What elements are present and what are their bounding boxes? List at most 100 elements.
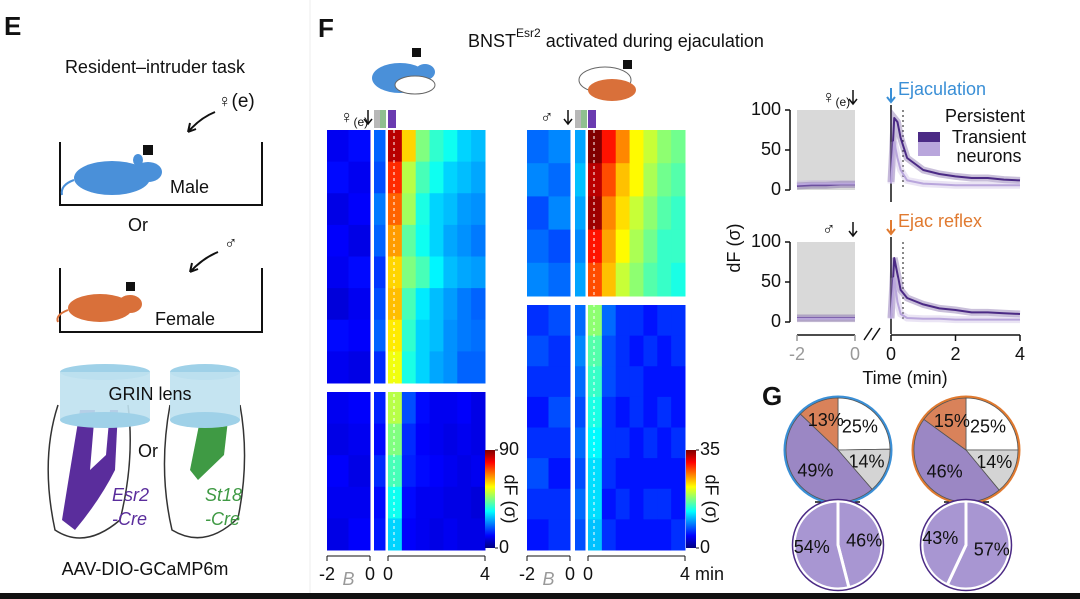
- heatmap-cell: [575, 488, 586, 520]
- heatmap-cell: [374, 423, 386, 456]
- heatmap-cell: [401, 224, 417, 257]
- heatmap-cell: [374, 224, 386, 257]
- heatmap-cell: [643, 366, 658, 398]
- heatmap-cell: [348, 193, 371, 226]
- x-tick-label: 0: [850, 344, 860, 364]
- heatmap-cell: [401, 486, 417, 519]
- pie-label: 46%: [846, 530, 882, 550]
- heatmap-cell: [415, 224, 431, 257]
- or-label: Or: [138, 441, 158, 461]
- heatmap-cell: [457, 193, 472, 226]
- trace-line: [796, 182, 855, 186]
- heatmap-cell: [588, 229, 603, 264]
- heatmap-cell: [575, 196, 586, 231]
- heatmap-cell: [588, 519, 603, 551]
- heatmap-cell: [548, 366, 571, 398]
- heatmap-cell: [615, 366, 631, 398]
- heatmap-cell: [443, 256, 458, 289]
- pie-slice: [920, 499, 968, 587]
- heatmap-cell: [429, 423, 444, 456]
- female-symbol: ♀(e): [218, 91, 255, 112]
- heatmap-cell: [401, 319, 417, 352]
- heatmap-cell: [388, 518, 403, 551]
- heatmap-cell: [548, 519, 571, 551]
- task-title: Resident–intruder task: [65, 57, 246, 77]
- heatmap-cell: [327, 351, 349, 384]
- heatmap-cell: [374, 455, 386, 488]
- heatmap-cell: [629, 262, 644, 297]
- heatmap-cell: [388, 455, 403, 488]
- heatmap-cell: [471, 392, 486, 425]
- heatmap-cell: [527, 396, 549, 428]
- heatmap-cell: [588, 366, 603, 398]
- trace-line: [890, 277, 1020, 321]
- male-symbol: ♂: [224, 233, 238, 253]
- heatmap-cell: [443, 193, 458, 226]
- event-arrow: [886, 220, 896, 236]
- cre-label: -Cre: [205, 509, 240, 529]
- st18-label: St18: [205, 485, 242, 505]
- heatmap-cell: [615, 396, 631, 428]
- heatmap-cell: [457, 288, 472, 321]
- heatmap-cell: [457, 351, 472, 384]
- heatmap-cell: [429, 486, 444, 519]
- heatmap-cell: [575, 335, 586, 367]
- heatmap-cell: [601, 163, 617, 197]
- trace-line: [890, 117, 1021, 183]
- colorbar-tick-label: 35: [700, 439, 720, 459]
- heatmap-cell: [374, 193, 386, 226]
- heatmap-cell: [601, 335, 617, 367]
- heatmap-cell: [601, 130, 617, 164]
- heatmap-cell: [601, 458, 617, 490]
- heatmap-cell: [601, 305, 617, 337]
- cue-symbol: ♀(e): [340, 107, 368, 129]
- male-label: Male: [170, 177, 209, 197]
- heatmap-cell: [643, 130, 658, 164]
- heatmap-cell: [388, 193, 403, 226]
- heatmap-cell: [388, 351, 403, 384]
- heatmap-cell: [615, 130, 631, 164]
- heatmap-cell: [671, 163, 686, 197]
- heatmap-cell: [588, 305, 603, 337]
- legend-entry: Transient neurons: [951, 128, 1027, 166]
- heatmap-cell: [588, 335, 603, 367]
- heatmap-cell: [671, 130, 686, 164]
- heatmap-cell: [348, 319, 371, 352]
- x-tick-label: 0: [565, 564, 575, 584]
- heatmap-cell: [657, 458, 672, 490]
- title-rest: activated during ejaculation: [541, 31, 764, 51]
- heatmap-cell: [374, 392, 386, 425]
- baseline-label: B: [542, 569, 554, 589]
- pie-label: 46%: [927, 461, 963, 481]
- heatmap-cell: [327, 392, 349, 425]
- heatmap-cell: [415, 392, 431, 425]
- panel-letter: E: [4, 11, 21, 41]
- heatmap-cell: [327, 423, 349, 456]
- heatmap-cell: [443, 423, 458, 456]
- heatmap-cell: [457, 319, 472, 352]
- heatmap-cell: [601, 519, 617, 551]
- heatmap-cell: [548, 335, 571, 367]
- x-tick-label: 2: [950, 344, 960, 364]
- cue: ♀: [340, 107, 354, 127]
- heatmap-cell: [415, 161, 431, 194]
- heatmap-cell: [374, 518, 386, 551]
- heatmap-cell: [657, 262, 672, 297]
- epoch-bar: [575, 110, 581, 128]
- heatmap-cell: [401, 518, 417, 551]
- legend-entry-wrap: Transient neurons: [951, 128, 1027, 166]
- heatmap-cell: [671, 335, 686, 367]
- cue-arrow: [363, 110, 373, 126]
- heatmap-cell: [588, 130, 603, 164]
- y-tick-label: 100: [751, 231, 781, 251]
- heatmap-cell: [327, 256, 349, 289]
- heatmap-cell: [429, 351, 444, 384]
- heatmap-cell: [327, 518, 349, 551]
- x-tick-label: -2: [519, 564, 535, 584]
- grin-label: GRIN lens: [108, 384, 191, 404]
- heatmap-cell: [471, 319, 486, 352]
- heatmap-cell: [457, 256, 472, 289]
- heatmap-cell: [388, 288, 403, 321]
- heatmap-cell: [471, 256, 486, 289]
- heatmap-cell: [548, 458, 571, 490]
